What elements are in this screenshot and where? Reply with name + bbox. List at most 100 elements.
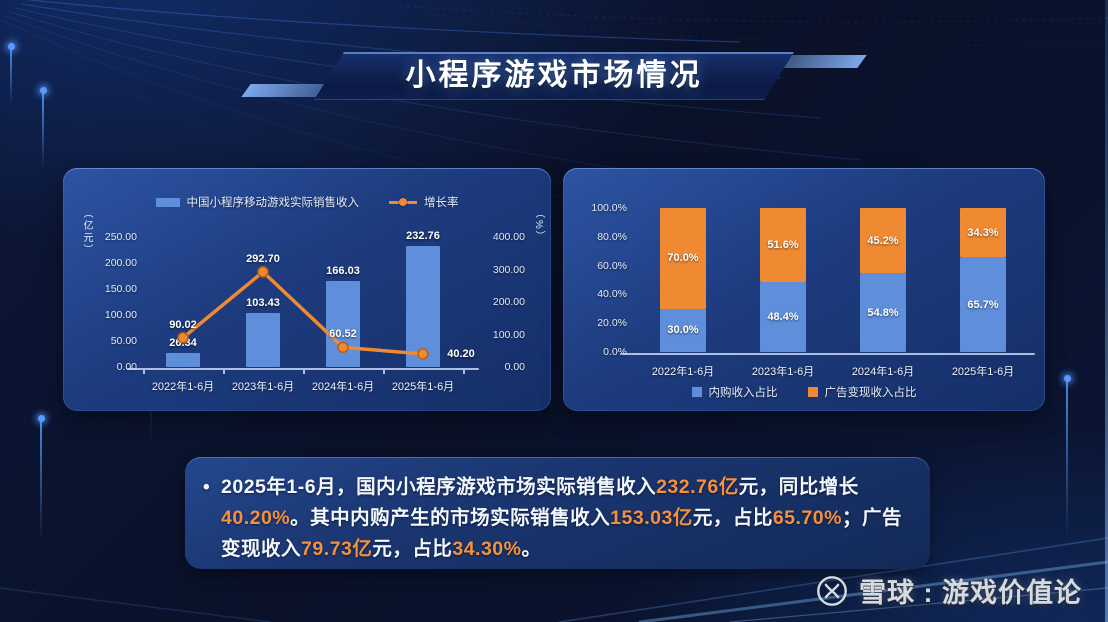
summary-text-segment: 元，占比 <box>372 538 453 560</box>
left-axis-unit: （亿元） <box>81 208 92 256</box>
growth-rate-label: 40.20 <box>447 347 475 360</box>
inapp-share-label: 65.7% <box>967 298 999 311</box>
summary-highlight-value: 40.20% <box>221 507 291 529</box>
watermark: 雪球 : 游戏价值论 <box>815 571 1082 610</box>
revenue-bar <box>166 353 200 367</box>
summary-highlight-value: 65.70% <box>772 507 842 529</box>
summary-text-segment: 元，同比增长 <box>738 476 859 498</box>
inapp-share-bar <box>860 273 906 352</box>
share-chart-legend: 内购收入占比 广告变现收入占比 <box>563 384 1045 400</box>
legend-label: 增长率 <box>424 197 459 209</box>
revenue-chart-legend: 中国小程序移动游戏实际销售收入 增长率 <box>63 194 551 210</box>
y-axis-tick: 80.0% <box>597 230 627 243</box>
inapp-share-label: 30.0% <box>667 324 699 337</box>
legend-label: 中国小程序移动游戏实际销售收入 <box>186 197 360 209</box>
inapp-share-label: 54.8% <box>867 306 899 319</box>
left-axis-tick: 200.00 <box>104 257 137 269</box>
x-axis-tickmark <box>223 370 225 374</box>
accent-line <box>39 87 47 168</box>
right-axis-tick: 300.00 <box>492 263 525 276</box>
ad-share-label: 70.0% <box>667 252 699 265</box>
right-axis-unit: （%） <box>533 208 544 243</box>
page-title: 小程序游戏市场情况 <box>405 59 703 92</box>
summary-text-segment: ；广告变现收入 <box>221 507 902 560</box>
y-axis-tick: 20.0% <box>597 317 627 330</box>
x-axis-category-label: 2023年1-6月 <box>231 381 295 393</box>
x-axis-line <box>621 353 1035 355</box>
edge-glow <box>1105 0 1108 622</box>
summary-highlight-value: 34.30% <box>452 538 522 560</box>
summary-callout: • 2025年1-6月，国内小程序游戏市场实际销售收入232.76亿元，同比增长 4… <box>185 457 930 569</box>
growth-rate-label: 60.52 <box>329 328 357 341</box>
legend-label: 内购收入占比 <box>708 387 778 399</box>
accent-line <box>7 43 15 106</box>
inapp-share-label: 48.4% <box>767 311 799 324</box>
summary-text: • 2025年1-6月，国内小程序游戏市场实际销售收入232.76亿元，同比增长 4… <box>203 472 904 565</box>
left-axis-tick: 250.00 <box>104 231 137 243</box>
accent-line <box>1063 375 1071 538</box>
ad-share-bar <box>960 208 1006 258</box>
legend-item-growth: 增长率 <box>389 194 459 210</box>
legend-item-revenue: 中国小程序移动游戏实际销售收入 <box>155 194 360 210</box>
bullet-marker: • <box>203 477 211 498</box>
legend-item-ad: 广告变现收入占比 <box>807 384 917 400</box>
title-banner: 小程序游戏市场情况 <box>241 52 867 100</box>
inapp-share-bar <box>660 308 706 352</box>
revenue-bar-label: 26.34 <box>169 337 197 350</box>
growth-rate-label: 292.70 <box>246 252 280 265</box>
summary-highlight-value: 153.03亿 <box>610 507 693 529</box>
y-axis-tick: 0.0% <box>603 346 627 358</box>
ad-share-bar <box>660 208 706 309</box>
x-axis-category-label: 2023年1-6月 <box>751 366 815 378</box>
x-axis-category-label: 2022年1-6月 <box>651 366 715 378</box>
right-axis-tick: 0.00 <box>504 361 525 373</box>
summary-text-segment: 。其中内购产生的市场实际销售收入 <box>290 507 611 529</box>
revenue-bar-label: 103.43 <box>246 297 280 310</box>
y-axis-tick: 40.0% <box>597 288 627 301</box>
x-axis-category-label: 2025年1-6月 <box>951 366 1015 378</box>
ad-share-label: 34.3% <box>967 226 999 239</box>
revenue-bar-label: 232.76 <box>406 229 440 242</box>
revenue-growth-chart-panel: 中国小程序移动游戏实际销售收入 增长率 （亿元） （%） 250.00 200.00 15… <box>63 168 551 411</box>
legend-swatch <box>691 387 702 397</box>
x-axis-category-label: 2025年1-6月 <box>391 381 455 393</box>
x-axis-category-label: 2024年1-6月 <box>311 381 375 393</box>
left-axis-tick: 100.00 <box>104 309 137 321</box>
summary-highlight-value: 232.76亿 <box>656 476 739 498</box>
revenue-bar <box>326 280 360 367</box>
summary-highlight-value: 79.73亿 <box>301 538 373 560</box>
revenue-share-chart-panel: 100.0% 80.0% 60.0% 40.0% 20.0% 0.0% 2022年1-6月 2… <box>563 168 1045 411</box>
growth-rate-label: 90.02 <box>169 318 197 331</box>
xueqiu-logo-icon <box>817 575 847 606</box>
right-axis-tick: 400.00 <box>492 231 525 243</box>
summary-text-segment: 。 <box>521 538 542 560</box>
ad-share-bar <box>760 208 806 283</box>
x-axis-tickmark <box>143 370 145 374</box>
x-axis-line <box>127 368 479 370</box>
left-axis-tick: 50.00 <box>110 335 137 347</box>
ad-share-label: 45.2% <box>867 234 899 247</box>
right-axis-tick: 100.00 <box>492 328 525 341</box>
x-axis-category-label: 2022年1-6月 <box>151 381 215 393</box>
legend-swatch <box>807 387 818 397</box>
ad-share-bar <box>860 208 906 274</box>
x-axis-tickmark <box>383 370 385 374</box>
x-axis-tickmark <box>303 370 305 374</box>
banner-core: 小程序游戏市场情况 <box>314 52 794 100</box>
summary-text-segment: 2025年1-6月，国内小程序游戏市场实际销售收入 <box>221 476 657 498</box>
ad-share-label: 51.6% <box>767 239 799 252</box>
line-legend-swatch <box>389 200 417 204</box>
revenue-bar <box>406 245 440 367</box>
left-axis-tick: 0.00 <box>116 361 137 373</box>
legend-label: 广告变现收入占比 <box>824 387 917 399</box>
revenue-bar-label: 166.03 <box>326 264 360 277</box>
bar-legend-swatch <box>155 197 180 207</box>
inapp-share-bar <box>960 257 1006 352</box>
accent-line <box>37 415 45 542</box>
x-axis-tickmark <box>463 370 465 374</box>
inapp-share-bar <box>760 282 806 352</box>
summary-text-segment: 元，占比 <box>692 507 773 529</box>
y-axis-tick: 100.0% <box>591 202 627 214</box>
legend-item-inapp: 内购收入占比 <box>691 384 778 400</box>
